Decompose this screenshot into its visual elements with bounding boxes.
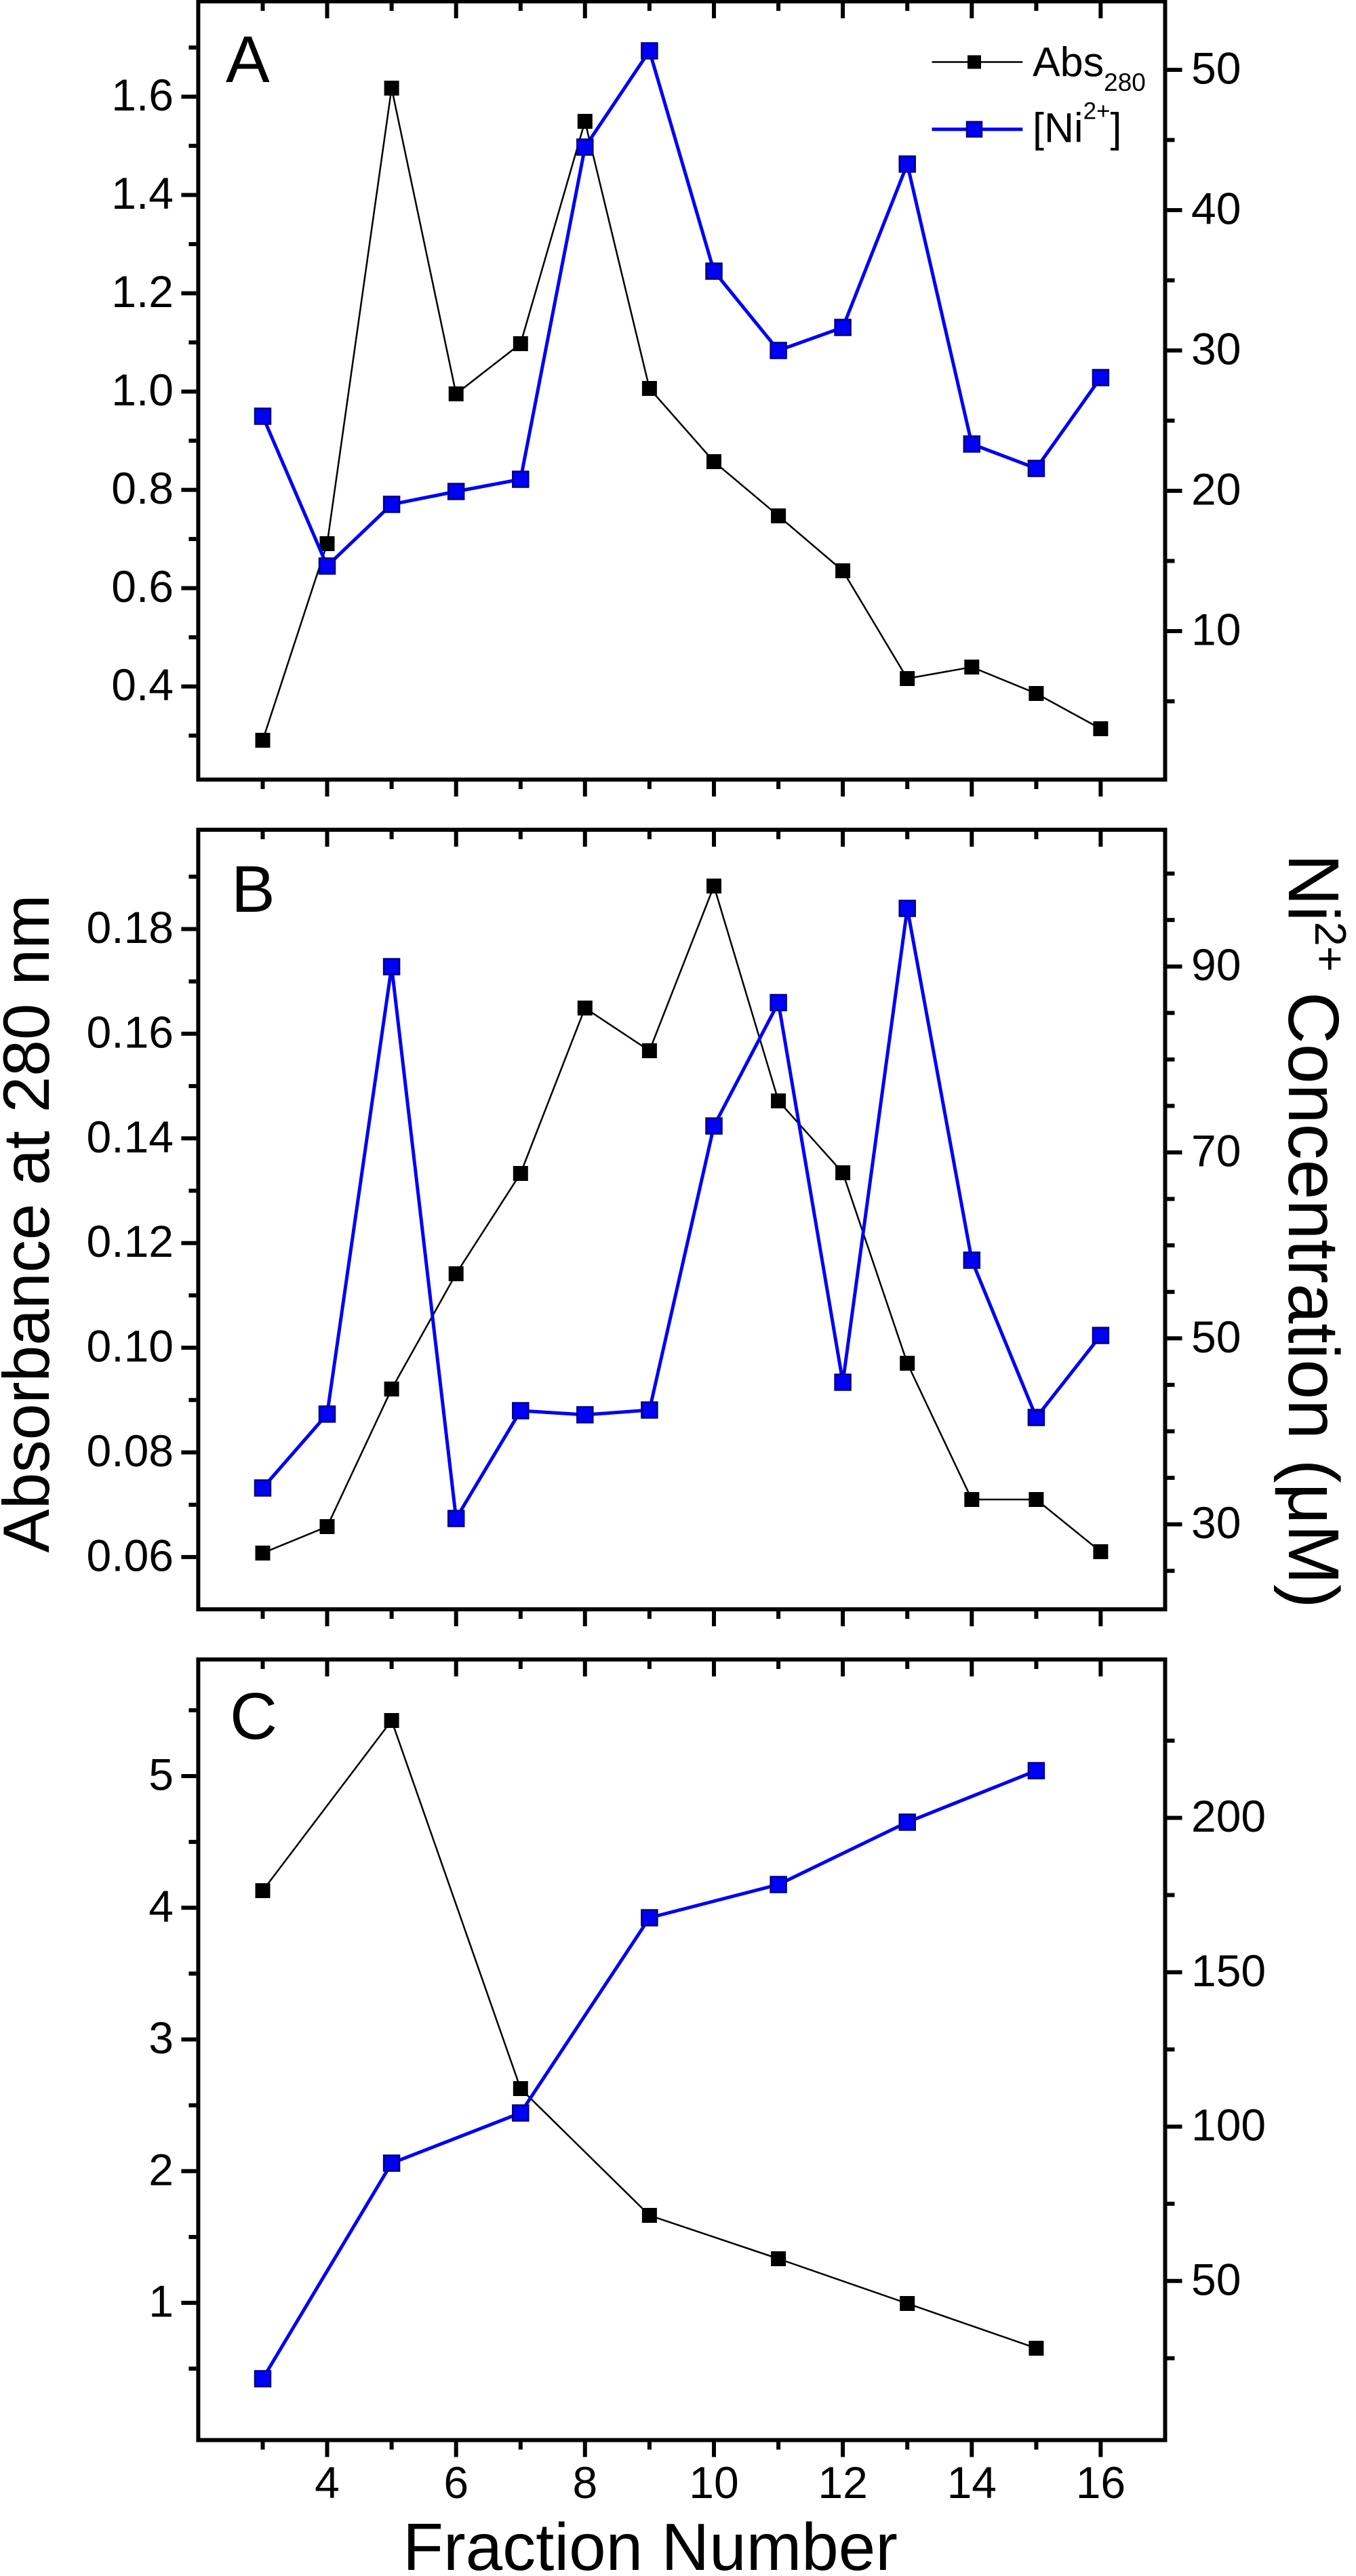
svg-text:2: 2 [148,2144,174,2194]
svg-text:40: 40 [1191,184,1241,234]
svg-text:5: 5 [148,1750,174,1800]
svg-text:20: 20 [1191,464,1241,515]
svg-text:Fraction Number: Fraction Number [403,2510,898,2576]
svg-text:150: 150 [1191,1946,1266,1996]
svg-text:14: 14 [947,2457,997,2508]
svg-text:0.8: 0.8 [111,463,174,513]
svg-text:A: A [226,22,270,96]
svg-text:1.6: 1.6 [111,70,174,120]
svg-text:0.12: 0.12 [87,1216,174,1266]
svg-text:C: C [230,1679,277,1753]
svg-text:1.2: 1.2 [111,266,174,317]
svg-text:30: 30 [1191,1497,1241,1548]
svg-text:10: 10 [1191,605,1241,655]
svg-text:0.06: 0.06 [87,1530,174,1580]
svg-text:0.10: 0.10 [87,1321,174,1371]
svg-text:90: 90 [1191,940,1241,990]
svg-text:Absorbance at 280 nm: Absorbance at 280 nm [0,895,63,1553]
svg-text:1.0: 1.0 [111,365,174,415]
svg-text:50: 50 [1191,2254,1241,2304]
svg-text:1: 1 [148,2276,174,2327]
svg-text:1.4: 1.4 [111,168,174,218]
svg-text:10: 10 [689,2457,738,2508]
svg-text:16: 16 [1076,2457,1125,2508]
svg-text:0.08: 0.08 [87,1426,174,1476]
svg-text:50: 50 [1191,43,1241,94]
svg-text:0.14: 0.14 [87,1112,174,1162]
svg-text:4: 4 [148,1881,174,1931]
svg-text:50: 50 [1191,1312,1241,1362]
svg-text:200: 200 [1191,1791,1266,1841]
svg-text:0.4: 0.4 [111,660,174,710]
svg-text:0.16: 0.16 [87,1007,174,1057]
svg-text:6: 6 [443,2457,468,2508]
svg-text:0.6: 0.6 [111,561,174,611]
svg-text:70: 70 [1191,1126,1241,1176]
svg-text:0.18: 0.18 [87,902,174,952]
svg-text:3: 3 [148,2013,174,2063]
svg-text:12: 12 [818,2457,867,2508]
svg-text:B: B [231,852,275,926]
svg-text:8: 8 [572,2457,597,2508]
svg-text:4: 4 [315,2457,340,2508]
svg-text:100: 100 [1191,2100,1266,2150]
svg-text:30: 30 [1191,324,1241,374]
svg-text:Ni2+ Concentration (μM): Ni2+ Concentration (μM) [1273,853,1355,1608]
